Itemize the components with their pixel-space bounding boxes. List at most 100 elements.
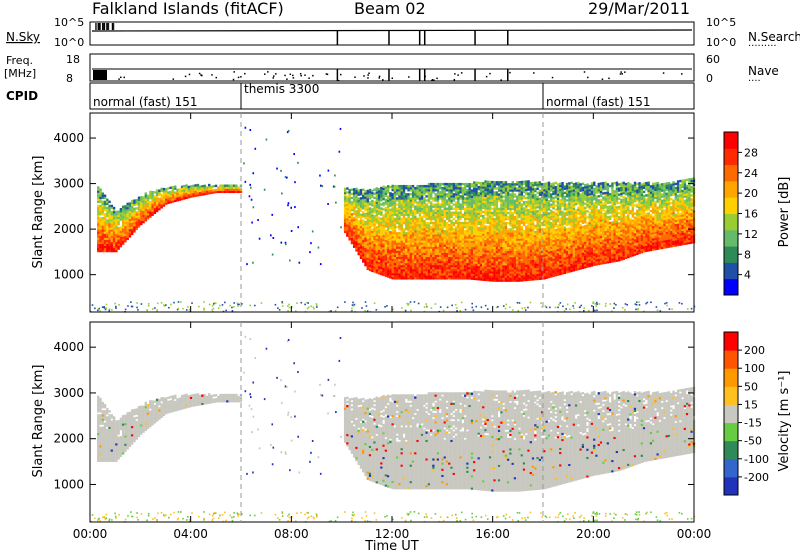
power-cell xyxy=(416,217,419,221)
power-cell xyxy=(563,216,567,219)
power-cell xyxy=(137,200,141,204)
power-cell xyxy=(128,228,132,232)
power-cell xyxy=(348,223,351,227)
power-cell xyxy=(520,264,524,268)
power-cell xyxy=(439,217,442,221)
power-cell xyxy=(477,267,480,271)
power-cell xyxy=(538,236,542,239)
power-cell xyxy=(554,228,557,232)
power-cell xyxy=(178,188,181,191)
power-cell xyxy=(452,271,456,274)
power-cell xyxy=(398,250,401,253)
power-cell xyxy=(502,246,505,250)
power-cell xyxy=(540,273,544,276)
power-cell xyxy=(545,247,548,251)
power-cell xyxy=(375,220,379,223)
power-cell xyxy=(409,227,413,231)
power-cell xyxy=(398,264,401,268)
power-cell xyxy=(493,236,496,239)
power-cell xyxy=(534,257,537,260)
power-cell xyxy=(427,260,431,264)
power-cell xyxy=(556,197,560,200)
power-cell xyxy=(174,195,177,199)
power-cell xyxy=(504,273,508,276)
power-cell xyxy=(375,189,379,192)
power-cell xyxy=(155,205,159,209)
power-cell xyxy=(409,254,413,258)
power-cell xyxy=(493,199,496,202)
power-cell xyxy=(414,215,417,219)
power-cell xyxy=(423,197,426,200)
power-cell xyxy=(140,202,143,205)
power-cell xyxy=(493,246,496,250)
power-cell xyxy=(409,273,413,276)
power-cell xyxy=(452,199,456,202)
power-cell xyxy=(443,256,446,260)
power-cell xyxy=(445,264,449,268)
power-cell xyxy=(436,182,440,186)
power-cell xyxy=(482,194,485,197)
power-cell xyxy=(520,270,524,274)
power-cell xyxy=(493,209,496,213)
power-cell xyxy=(454,203,458,206)
power-cell xyxy=(146,211,150,214)
power-cell xyxy=(162,189,166,193)
power-cell xyxy=(350,206,354,210)
power-cell xyxy=(108,225,111,228)
power-cell xyxy=(198,187,202,190)
power-cell xyxy=(436,189,440,192)
power-cell xyxy=(559,250,562,253)
power-cell xyxy=(479,235,483,238)
power-cell xyxy=(396,217,399,221)
nave-dot xyxy=(489,72,491,75)
power-cell xyxy=(171,200,175,203)
power-cell xyxy=(448,273,451,276)
power-cell xyxy=(434,184,437,188)
power-cell xyxy=(563,251,567,254)
power-cell xyxy=(457,230,460,233)
power-cell xyxy=(450,207,453,210)
nave-dot xyxy=(354,76,356,78)
power-cell xyxy=(368,217,372,220)
power-cell xyxy=(364,255,367,259)
power-cell xyxy=(477,232,480,236)
power-cell xyxy=(511,195,514,198)
power-cell xyxy=(556,189,560,192)
power-cell xyxy=(350,231,354,234)
power-cell xyxy=(362,260,365,263)
power-cell xyxy=(550,244,553,247)
power-cell xyxy=(504,199,508,202)
power-cell xyxy=(538,183,542,186)
power-cell xyxy=(484,247,487,251)
power-cell xyxy=(101,247,104,251)
power-cell xyxy=(393,186,397,190)
power-cell xyxy=(450,273,453,276)
power-cell xyxy=(559,256,562,259)
power-cell xyxy=(407,211,410,214)
power-cell xyxy=(527,272,530,275)
power-cell xyxy=(101,206,104,210)
power-cell xyxy=(529,278,533,281)
power-cell xyxy=(366,257,369,260)
power-cell xyxy=(203,188,206,192)
power-cell xyxy=(106,215,109,218)
power-cell xyxy=(142,212,145,216)
power-cell xyxy=(554,245,557,248)
power-cell xyxy=(556,236,560,239)
power-cell xyxy=(384,208,388,212)
power-cell xyxy=(432,191,435,194)
power-cell xyxy=(511,279,514,282)
power-cell xyxy=(391,188,394,192)
power-cell xyxy=(556,226,560,229)
power-cell xyxy=(466,242,469,245)
power-cell xyxy=(373,227,376,230)
power-cell xyxy=(479,181,483,185)
power-cell xyxy=(389,243,392,246)
power-cell xyxy=(468,215,471,219)
power-cell xyxy=(398,227,401,231)
power-cell xyxy=(110,237,114,240)
power-cell xyxy=(135,215,138,218)
power-cell xyxy=(103,212,107,216)
power-cell xyxy=(475,275,478,279)
power-cell xyxy=(497,275,501,278)
